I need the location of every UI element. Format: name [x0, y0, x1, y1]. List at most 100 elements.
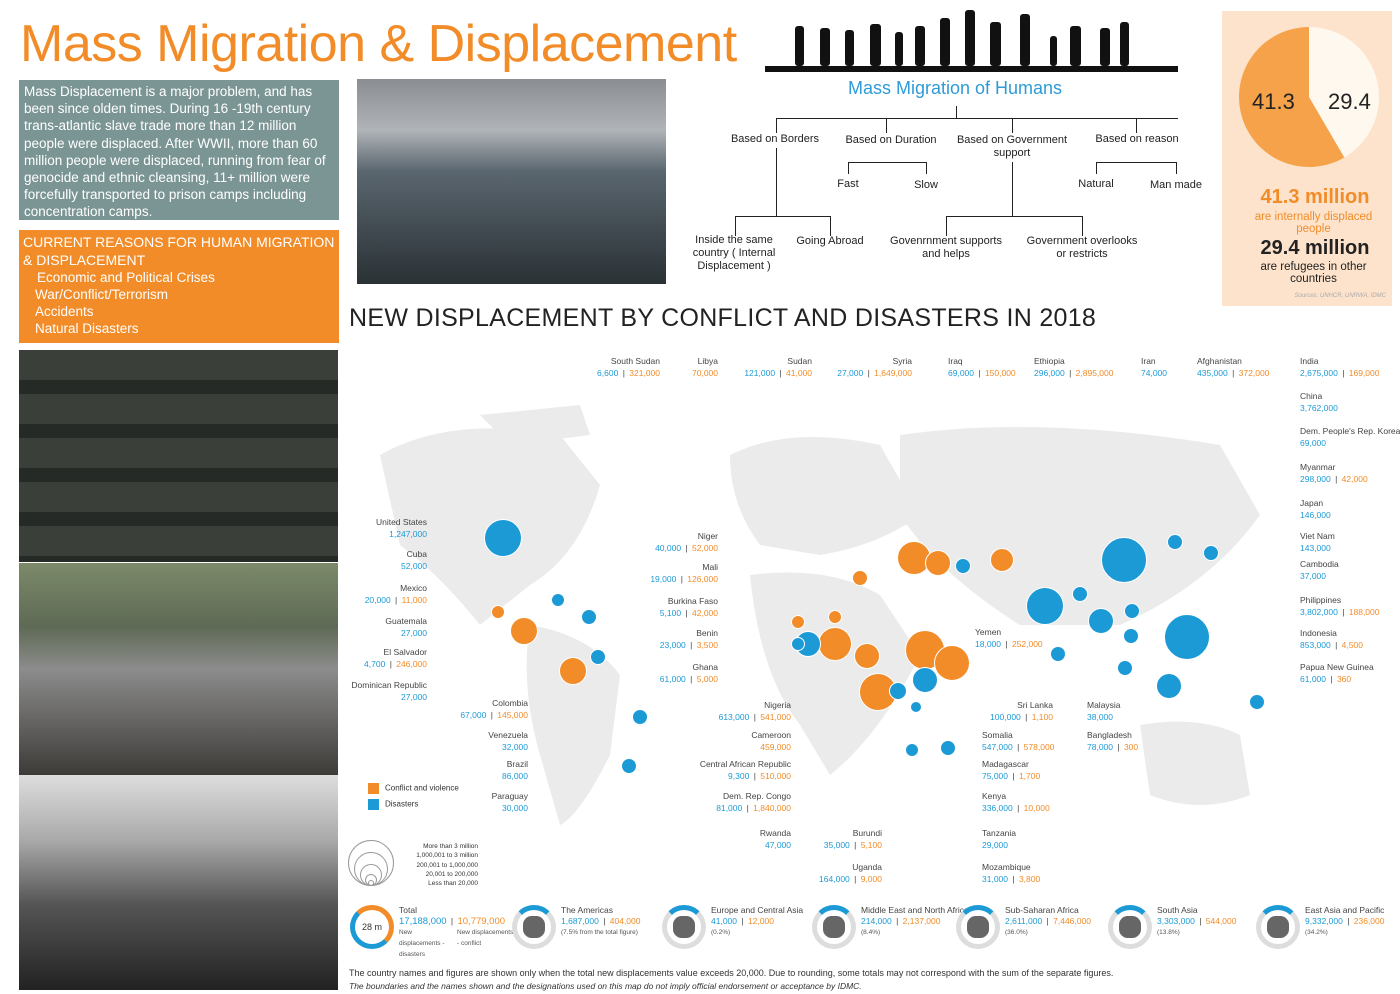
reason-item: Accidents — [35, 304, 94, 319]
conflict-swatch — [368, 783, 379, 794]
country-label: Burundi 35,000 | 5,100 — [823, 828, 882, 850]
disasters-value: 19,000 — [650, 574, 677, 584]
region-conflict: 544,000 — [1205, 916, 1237, 926]
country-name: Venezuela — [488, 730, 528, 740]
conflict-value: 372,000 — [1238, 368, 1270, 378]
country-name: Paraguay — [491, 791, 528, 801]
size-legend: More than 3 million 1,000,001 to 3 milli… — [348, 840, 488, 890]
region-conflict: 10,779,000 — [457, 916, 506, 927]
country-label: South Sudan 6,600 | 321,000 — [597, 356, 660, 378]
disasters-value: 100,000 — [990, 712, 1021, 722]
disasters-value: 853,000 — [1300, 640, 1331, 650]
conflict-value: 52,000 — [692, 543, 718, 553]
country-label: Viet Nam 143,000 — [1300, 530, 1335, 554]
disasters-value: 6,600 — [597, 368, 619, 378]
disasters-value: 52,000 — [401, 561, 427, 571]
disasters-note: New displacements - disasters — [399, 929, 445, 958]
conflict-bubble — [818, 627, 852, 661]
disasters-value: 23,000 — [659, 640, 686, 650]
conflict-value: 126,000 — [687, 574, 718, 584]
disasters-value: 40,000 — [655, 543, 682, 553]
conflict-value: 42,000 — [692, 608, 718, 618]
country-label: Dem. Rep. Congo 81,000 | 1,840,000 — [716, 791, 791, 813]
conflict-bubble — [925, 550, 951, 576]
country-label: El Salvador 4,700 | 246,000 — [364, 647, 427, 669]
conflict-note: New displacements - conflict — [457, 929, 514, 947]
disasters-value: 81,000 — [716, 803, 743, 813]
disasters-value: 29,000 — [982, 840, 1008, 850]
disaster-bubble — [1156, 673, 1182, 699]
country-label: Sudan 121,000 | 41,000 — [744, 356, 812, 378]
region-conflict: 2,137,000 — [902, 916, 941, 926]
conflict-value: 10,000 — [1023, 803, 1050, 813]
region-summary: South Asia 3,303,000 | 544,000 (13.8%) — [1157, 905, 1237, 936]
reason-item: Economic and Political Crises — [37, 270, 215, 285]
conflict-bubble — [491, 605, 505, 619]
region-ring-icon — [662, 905, 706, 949]
disasters-value: 547,000 — [982, 742, 1013, 752]
migration-tree-diagram: Mass Migration of Humans Based on Border… — [690, 78, 1230, 288]
disasters-value: 61,000 — [659, 674, 686, 684]
country-label: Malaysia 38,000 — [1087, 699, 1121, 723]
disaster-bubble — [905, 743, 919, 757]
country-name: Tanzania — [982, 828, 1017, 838]
country-label: Iraq 69,000 | 150,000 — [948, 356, 1016, 378]
disasters-value: 75,000 — [982, 771, 1008, 781]
country-label: Ghana 61,000 | 5,000 — [659, 662, 718, 684]
disasters-value: 1,247,000 — [389, 529, 427, 539]
conflict-value: 4,500 — [1341, 640, 1363, 650]
region-percent: (36.0%) — [1005, 929, 1028, 936]
helicopter-crowd-photo — [19, 563, 338, 775]
country-name: China — [1300, 391, 1323, 401]
disasters-value: 3,802,000 — [1300, 607, 1338, 617]
world-map — [380, 405, 1260, 825]
node-fast: Fast — [837, 178, 859, 190]
country-label: India 2,675,000 | 169,000 — [1300, 356, 1380, 378]
size-legend-item: 1,000,001 to 3 million — [416, 852, 478, 860]
region-summary: Total 17,188,000 | 10,779,000 New displac… — [399, 905, 514, 958]
country-label: Mali 19,000 | 126,000 — [650, 562, 718, 584]
disaster-bubble — [590, 649, 606, 665]
country-label: Myanmar 298,000 | 42,000 — [1300, 462, 1368, 484]
truck-children-photo — [19, 350, 338, 562]
conflict-value: 145,000 — [497, 710, 528, 720]
disasters-value: 27,000 — [837, 368, 864, 378]
disaster-bubble — [791, 637, 805, 651]
country-label: Niger 40,000 | 52,000 — [655, 531, 718, 553]
country-name: Dem. People's Rep. Korea — [1300, 426, 1400, 436]
conflict-value: 1,649,000 — [874, 368, 912, 378]
disclaimer: The boundaries and the names shown and t… — [349, 981, 862, 991]
region-disasters: 1,687,000 — [561, 916, 599, 926]
country-label: Tanzania 29,000 — [982, 827, 1016, 851]
region-disasters: 9,332,000 — [1305, 916, 1343, 926]
country-name: Benin — [696, 628, 718, 638]
region-disasters: 2,611,000 — [1005, 916, 1043, 926]
conflict-value: 1,700 — [1018, 771, 1041, 781]
country-name: Syria — [892, 356, 912, 366]
country-label: Uganda 164,000 | 9,000 — [819, 862, 882, 884]
country-name: Burkina Faso — [667, 596, 718, 606]
node-inside-country: Inside the same country ( Internal Displ… — [692, 234, 776, 272]
disaster-bubble — [955, 558, 971, 574]
country-name: Brazil — [506, 759, 528, 769]
disaster-bubble — [1117, 660, 1133, 676]
region-ring-icon — [956, 905, 1000, 949]
node-manmade: Man made — [1150, 179, 1202, 191]
country-label: Central African Republic 9,300 | 510,000 — [699, 759, 791, 781]
conflict-value: 41,000 — [786, 368, 812, 378]
conflict-bubble — [990, 548, 1014, 572]
country-label: Kenya 336,000 | 10,000 — [982, 791, 1050, 813]
disaster-bubble — [484, 519, 522, 557]
region-summary: Europe and Central Asia 41,000 | 12,000(… — [711, 905, 804, 936]
country-name: Myanmar — [1300, 462, 1336, 472]
region-disasters: 214,000 — [861, 916, 892, 926]
disaster-bubble — [940, 740, 956, 756]
disaster-bubble — [1050, 646, 1066, 662]
country-label: Libya 70,000 — [692, 355, 718, 379]
conflict-bubble — [828, 610, 842, 624]
disaster-bubble — [1164, 614, 1210, 660]
disasters-value: 86,000 — [502, 771, 528, 781]
country-name: Indonesia — [1300, 628, 1337, 638]
conflict-value: 5,100 — [860, 840, 882, 850]
conflict-value: 246,000 — [396, 659, 427, 669]
